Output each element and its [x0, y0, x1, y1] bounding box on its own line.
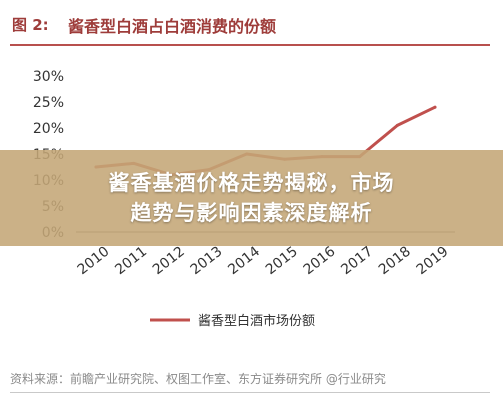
figure-header: 图 2: 酱香型白酒占白酒消费的份额: [0, 0, 503, 44]
x-tick-label: 2017: [338, 244, 376, 279]
chart-title: 酱香型白酒占白酒消费的份额: [68, 17, 277, 36]
y-tick-label: 25%: [33, 95, 64, 111]
legend: 酱香型白酒市场份额: [150, 313, 315, 329]
legend-label: 酱香型白酒市场份额: [198, 313, 315, 329]
data-point: [433, 105, 437, 109]
x-tick-label: 2019: [414, 244, 452, 279]
x-tick-label: 2014: [225, 244, 263, 279]
x-tick-label: 2018: [376, 244, 414, 279]
figure-label: 图 2:: [12, 16, 49, 34]
banner-line-1: 酱香基酒价格走势揭秘，市场: [108, 171, 395, 195]
y-tick-label: 20%: [33, 121, 64, 137]
x-tick-label: 2016: [301, 244, 339, 279]
source-note: 资料来源：前瞻产业研究院、权图工作室、东方证券研究所 @行业研究: [10, 372, 386, 386]
data-point: [395, 123, 399, 127]
x-tick-label: 2011: [112, 244, 150, 279]
overlay-banner: 酱香基酒价格走势揭秘，市场 趋势与影响因素深度解析: [0, 150, 503, 246]
x-tick-label: 2010: [75, 244, 113, 279]
x-tick-label: 2015: [263, 244, 301, 279]
x-tick-label: 2012: [150, 244, 188, 279]
y-tick-label: 30%: [33, 69, 64, 85]
header-divider: [10, 44, 490, 46]
banner-line-2: 趋势与影响因素深度解析: [130, 201, 373, 225]
footer-divider: [10, 392, 490, 393]
x-tick-label: 2013: [188, 244, 226, 279]
